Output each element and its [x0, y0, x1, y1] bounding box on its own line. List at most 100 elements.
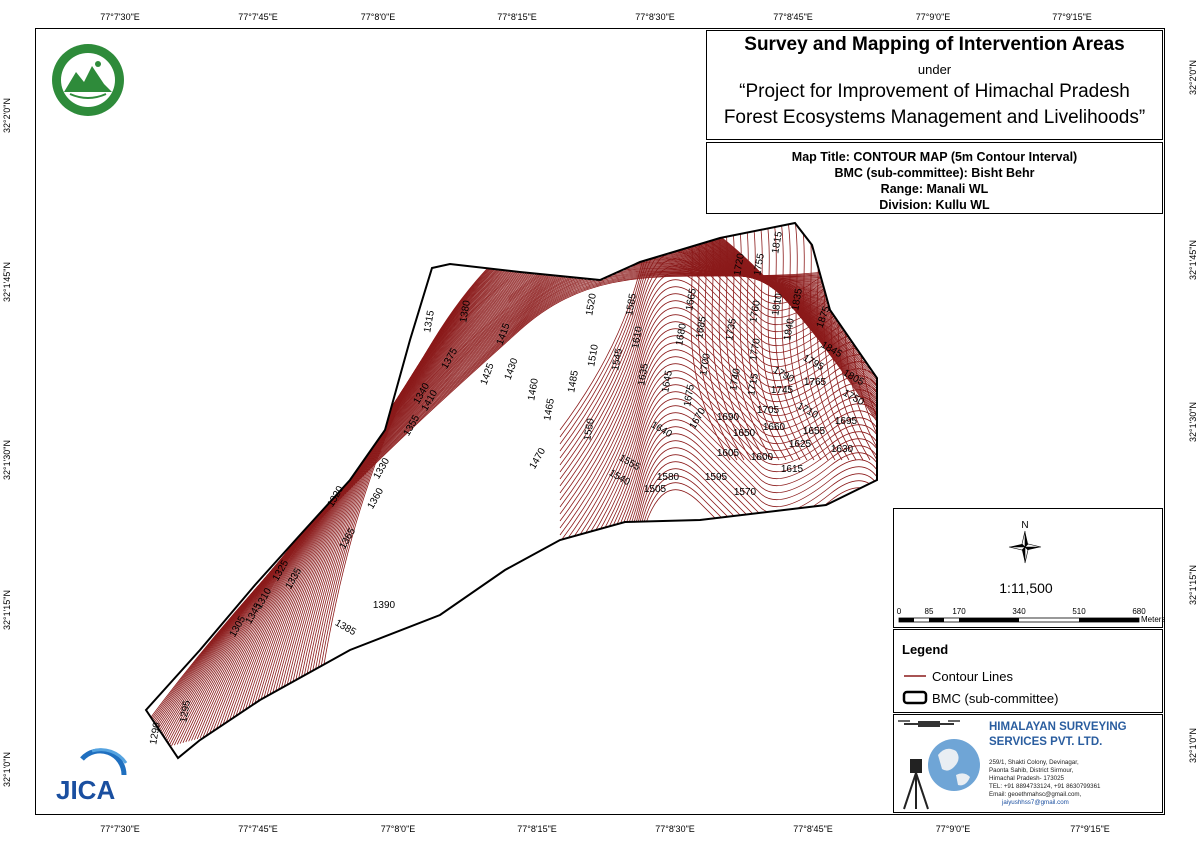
- contour-lines: [146, 223, 877, 758]
- contour-elevation-label: 1600: [751, 452, 774, 463]
- contour-elevation-label: 1660: [763, 422, 786, 433]
- contour-elevation-label: 1625: [789, 439, 812, 450]
- contour-elevation-label: 1650: [733, 428, 756, 439]
- lon-label: 77°8'0"E: [380, 824, 416, 834]
- scale-tick: 510: [1072, 607, 1086, 616]
- contour-elevation-label: 1390: [373, 600, 396, 611]
- contour-elevation-label: 1545: [610, 347, 625, 371]
- contour-elevation-label: 1655: [803, 426, 826, 437]
- company-graphic: HIMALAYAN SURVEYING SERVICES PVT. LTD. 2…: [898, 720, 1127, 810]
- company-name-line2: SERVICES PVT. LTD.: [989, 736, 1102, 748]
- contour-elevation-label: 1505: [644, 484, 667, 495]
- contour-elevation-label: 1695: [835, 416, 858, 427]
- contour-elevation-label: 1740: [728, 367, 743, 391]
- contour-line: [559, 356, 877, 571]
- contour-line: [738, 223, 780, 461]
- lon-label: 77°8'45"E: [773, 12, 813, 22]
- contour-line: [559, 468, 877, 683]
- contour-elevation-label: 1465: [542, 397, 557, 421]
- contour-line: [773, 223, 815, 461]
- contour-line: [801, 223, 843, 461]
- drone-icon: [898, 720, 960, 727]
- lon-label: 77°8'30"E: [655, 824, 695, 834]
- company-email: Email: geoethmahsc@gmail.com,: [989, 791, 1082, 798]
- contour-line: [559, 286, 877, 501]
- map-main-title: Survey and Mapping of Intervention Areas: [744, 34, 1125, 55]
- scale-bar: [898, 617, 1140, 623]
- contour-elevation-label: 1580: [657, 472, 680, 483]
- contour-elevation-label: 1385: [333, 618, 358, 639]
- contour-line: [559, 314, 877, 529]
- contour-line: [808, 223, 850, 461]
- contour-elevation-label: 1510: [586, 343, 601, 367]
- lon-label: 77°9'0"E: [935, 824, 971, 834]
- contour-elevation-label: 1595: [705, 472, 728, 483]
- contour-line: [766, 223, 808, 461]
- contour-elevation-label: 1550: [582, 417, 597, 441]
- contour-elevation-label: 1755: [752, 252, 767, 276]
- contour-line: [559, 398, 877, 613]
- lon-label: 77°8'30"E: [635, 12, 675, 22]
- contour-line: [710, 223, 752, 461]
- bmc-boundary-swatch: [902, 690, 928, 705]
- contour-elevation-label: 1715: [746, 372, 761, 396]
- contour-elevation-label: 1360: [366, 486, 387, 511]
- contour-elevation-label: 1795: [801, 353, 826, 374]
- contour-elevation-label: 1645: [660, 369, 675, 393]
- scale-ratio: 1:11,500: [999, 580, 1053, 596]
- contour-elevation-label: 1430: [503, 356, 521, 381]
- map-title-text: Map Title: CONTOUR MAP (5m Contour Inter…: [791, 150, 1078, 164]
- north-arrow-icon: [1008, 530, 1042, 564]
- north-label: N: [1021, 520, 1028, 531]
- contour-elevation-label: 1765: [804, 377, 827, 388]
- contour-elevation-label: 1540: [607, 468, 632, 489]
- contour-line: [559, 384, 877, 599]
- company-address-line: 259/1, Shakti Colony, Devinagar,: [989, 759, 1079, 766]
- company-panel: HIMALAYAN SURVEYING SERVICES PVT. LTD. 2…: [893, 714, 1163, 813]
- lon-label: 77°9'15"E: [1070, 824, 1110, 834]
- contour-elevation-label: 1460: [526, 377, 541, 401]
- legend-item-bmc: BMC (sub-committee): [932, 691, 1058, 706]
- contour-line: [559, 279, 877, 494]
- legend-panel: Legend Contour Lines BMC (sub-committee): [893, 629, 1163, 713]
- contour-elevation-label: 1810: [770, 292, 785, 316]
- contour-line: [780, 223, 822, 461]
- contour-line: [717, 223, 759, 461]
- scale-tick: 0: [897, 607, 902, 616]
- contour-elevation-label: 1835: [790, 287, 805, 311]
- contour-elevation-label: 1605: [717, 448, 740, 459]
- lon-label: 77°7'30"E: [100, 824, 140, 834]
- contour-line: [759, 223, 801, 461]
- jica-logo: JICA: [56, 748, 128, 805]
- bmc-text: BMC (sub-committee): Bisht Behr: [834, 166, 1035, 180]
- contour-elevation-label: 1485: [566, 369, 581, 393]
- total-station-icon: [903, 759, 929, 810]
- project-title-line1: “Project for Improvement of Himachal Pra…: [739, 81, 1130, 102]
- contour-line: [316, 223, 877, 707]
- contour-elevation-label: 1745: [771, 385, 794, 396]
- contour-line: [794, 223, 836, 461]
- contour-elevation-label: 1315: [422, 309, 437, 333]
- company-address-line: Himachal Pradesh- 173025: [989, 775, 1065, 782]
- contour-elevation-label: 1555: [617, 453, 642, 474]
- contour-elevation-label: 1380: [458, 299, 473, 323]
- contour-line: [559, 349, 877, 564]
- lon-label: 77°8'45"E: [793, 824, 833, 834]
- legend-graphic: Legend Contour Lines BMC (sub-committee): [902, 642, 1058, 706]
- range-text: Range: Manali WL: [880, 182, 989, 196]
- contour-elevation-label: 1675: [682, 383, 697, 407]
- lon-label: 77°7'45"E: [238, 12, 278, 22]
- lon-label: 77°7'45"E: [238, 824, 278, 834]
- lon-label: 77°8'0"E: [360, 12, 396, 22]
- contour-line: [559, 307, 877, 522]
- contour-elevation-label: 1690: [717, 412, 740, 423]
- contour-line: [559, 342, 877, 557]
- contour-line: [559, 412, 877, 627]
- contour-elevation-label: 1760: [748, 299, 763, 323]
- contour-line: [724, 223, 766, 461]
- contour-line: [559, 475, 877, 690]
- contour-line: [559, 370, 877, 585]
- scale-tick: 680: [1132, 607, 1146, 616]
- contour-elevation-label: 1295: [178, 699, 193, 723]
- scale-tick: 85: [925, 607, 934, 616]
